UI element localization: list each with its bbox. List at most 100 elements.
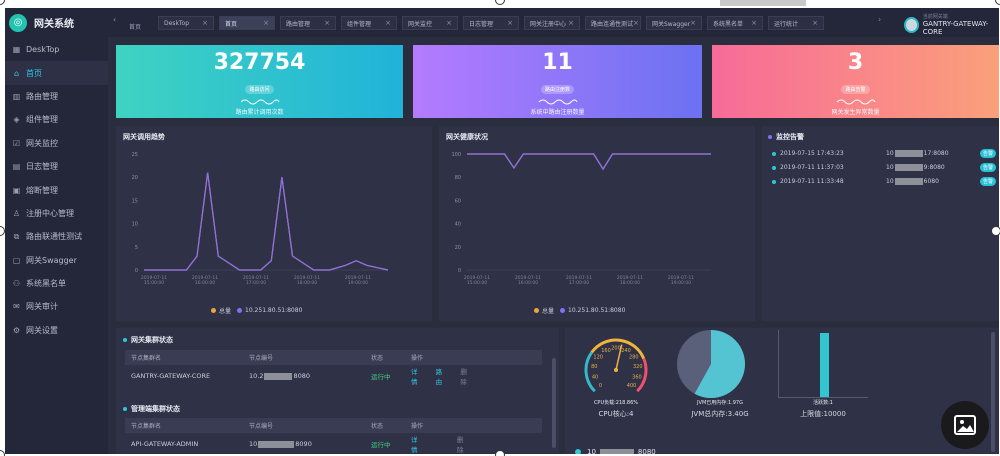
x-tick-label: 2019-07-11 17:00:00 (566, 275, 592, 286)
sidebar-item[interactable]: ⧉ 路由联通性测试 (5, 225, 108, 248)
delete-link[interactable]: 删除 (457, 436, 464, 454)
selection-handle[interactable] (495, 0, 505, 5)
close-icon[interactable]: × (446, 19, 452, 27)
route-link[interactable]: 路由 (435, 368, 443, 386)
selection-handle[interactable] (991, 226, 1000, 236)
sidebar-item[interactable]: ♙ 注册中心管理 (5, 202, 108, 225)
link-icon: ⧉ (13, 231, 20, 241)
x-tick-label: 2019-07-11 18:00:00 (294, 275, 320, 286)
selection-handle[interactable] (0, 450, 5, 456)
tab-bar: ‹ 首页 DeskTop × 首页 × 路由管理 × 组件管理 × 网关监控 × 日志管理 × 网关注册… (108, 8, 999, 37)
health-legend: 总量 10.251.80.51:8080 (534, 306, 631, 315)
node-address: 10.2 8080 (245, 372, 367, 380)
legend-item[interactable]: 总量 (211, 306, 231, 315)
close-icon[interactable]: × (324, 19, 330, 27)
sidebar-item[interactable]: ▦ DeskTop (5, 38, 108, 61)
bottom-node-row: 10 8080 (575, 448, 656, 454)
sidebar-item[interactable]: ▤ 日志管理 (5, 155, 108, 178)
breadcrumb-home[interactable]: 首页 (129, 24, 142, 31)
sidebar-item[interactable]: ⚙ 网关设置 (5, 319, 108, 342)
health-chart-title: 网关健康状况 (446, 133, 488, 141)
selection-handle[interactable] (0, 0, 5, 5)
cluster-panel: 网关集群状态 节点集群名 节点编号 状态 操作 GANTRY-GATEWAY-C… (116, 328, 559, 454)
close-icon[interactable]: × (633, 19, 639, 27)
image-fab-button[interactable] (941, 401, 989, 449)
detail-link[interactable]: 详情 (411, 436, 418, 454)
close-icon[interactable]: × (690, 19, 697, 27)
redaction-mask (894, 164, 923, 171)
alarm-tag[interactable]: 告警 (979, 177, 996, 186)
tab-label: DeskTop (164, 19, 190, 27)
close-icon[interactable]: × (751, 19, 757, 27)
gauge-tick-label: 320 (633, 364, 643, 370)
col-header: 操作 (411, 423, 424, 430)
gauge-pivot (614, 368, 618, 372)
sidebar-item[interactable]: ⌂ 首页 (5, 61, 108, 85)
x-tick-label: 2019-07-11 16:00:00 (515, 275, 541, 286)
alarm-address: 10 6080 (886, 178, 972, 185)
tab[interactable]: 运行统计 × (768, 16, 824, 30)
tab[interactable]: 网关注册中心 × (524, 16, 580, 30)
close-icon[interactable]: × (202, 19, 208, 27)
gauge-arc (636, 357, 648, 393)
mgmt-title: 管理端集群状态 (123, 404, 180, 414)
sidebar-item-label: 系统黑名单 (26, 279, 66, 289)
trend-chart-panel: 网关调用趋势 25 20 15 10 5 0 2019-07-11 15:00:00 2019-… (116, 126, 432, 321)
user-info[interactable]: 当前网关端 GANTRY-GATEWAY-CORE (904, 13, 999, 36)
tab-label: 路由连通性测试 (591, 20, 634, 28)
logo-icon: ◎ (9, 13, 27, 32)
sidebar: ◎ 网关系统 ▦ DeskTop ⌂ 首页 ▥ 路由管理 ◈ 组件管理 ☑ 网关监控 ▤ 日志管理 ▣ 熔… (5, 8, 108, 454)
scrollbar[interactable] (991, 332, 995, 452)
tab[interactable]: 网关监控 × (402, 16, 458, 30)
redaction-mask (264, 372, 293, 380)
sidebar-item[interactable]: ◈ 组件管理 (5, 108, 108, 131)
tab-scroll-left-icon[interactable]: ‹ (113, 15, 117, 24)
tab[interactable]: 首页 × (219, 16, 275, 30)
stat-value: 327754 (213, 50, 306, 75)
tab[interactable]: 路由管理 × (280, 16, 336, 30)
legend-item[interactable]: 总量 (534, 306, 554, 315)
sidebar-item[interactable]: ☑ 网关监控 (5, 132, 108, 155)
detail-link[interactable]: 详情 (411, 368, 418, 386)
tab-scroll-right-icon[interactable]: › (878, 15, 882, 24)
fuse-icon: ▣ (12, 185, 21, 195)
sidebar-item-label: DeskTop (26, 45, 60, 55)
sidebar-item[interactable]: ▣ 熔断管理 (5, 178, 108, 201)
tab[interactable]: 日志管理 × (463, 16, 519, 30)
alarm-tag[interactable]: 告警 (979, 149, 996, 158)
close-icon[interactable]: × (385, 19, 391, 27)
tab[interactable]: 路由连通性测试 × (585, 16, 641, 30)
alarm-tag[interactable]: 告警 (979, 163, 996, 172)
tab[interactable]: 网关Swagger × (646, 16, 702, 30)
x-tick-label: 2019-07-11 15:00:00 (141, 275, 167, 286)
legend-item[interactable]: 10.251.80.51:8080 (560, 307, 625, 314)
grid-icon: ▦ (12, 45, 21, 55)
close-icon[interactable]: × (507, 19, 513, 27)
addr-suffix: 9:8080 (923, 164, 945, 171)
legend-item[interactable]: 10.251.80.51:8080 (237, 307, 302, 314)
tab[interactable]: DeskTop × (158, 16, 214, 30)
stat-card-route-calls: 327754 路由访问 路由累计调用次数 (116, 45, 403, 118)
sidebar-item[interactable]: ▥ 路由管理 (5, 85, 108, 108)
legend-label: 10.251.80.51:8080 (245, 307, 303, 314)
legend-dot-icon (534, 308, 539, 313)
tab[interactable]: 组件管理 × (341, 16, 397, 30)
close-icon[interactable]: × (568, 19, 574, 27)
sidebar-item[interactable]: ⚇ 系统黑名单 (5, 272, 108, 295)
gauge-tick-label: 120 (593, 355, 603, 361)
delete-link[interactable]: 删除 (460, 368, 467, 386)
selection-handle[interactable] (495, 450, 505, 456)
gauge-tick-label: 400 (627, 383, 637, 389)
node-prefix: 10 (587, 448, 596, 454)
selection-handle[interactable] (995, 0, 1000, 5)
cluster-name: GANTRY-GATEWAY-CORE (131, 372, 211, 380)
sidebar-item[interactable]: ▢ 网关Swagger (5, 249, 108, 272)
close-icon[interactable]: × (263, 19, 269, 27)
close-icon[interactable]: × (812, 19, 818, 27)
scrollbar[interactable] (552, 358, 556, 448)
sidebar-item[interactable]: ✉ 网关审计 (5, 295, 108, 318)
tab[interactable]: 系统黑名单 × (707, 16, 763, 30)
avatar[interactable] (904, 16, 919, 33)
